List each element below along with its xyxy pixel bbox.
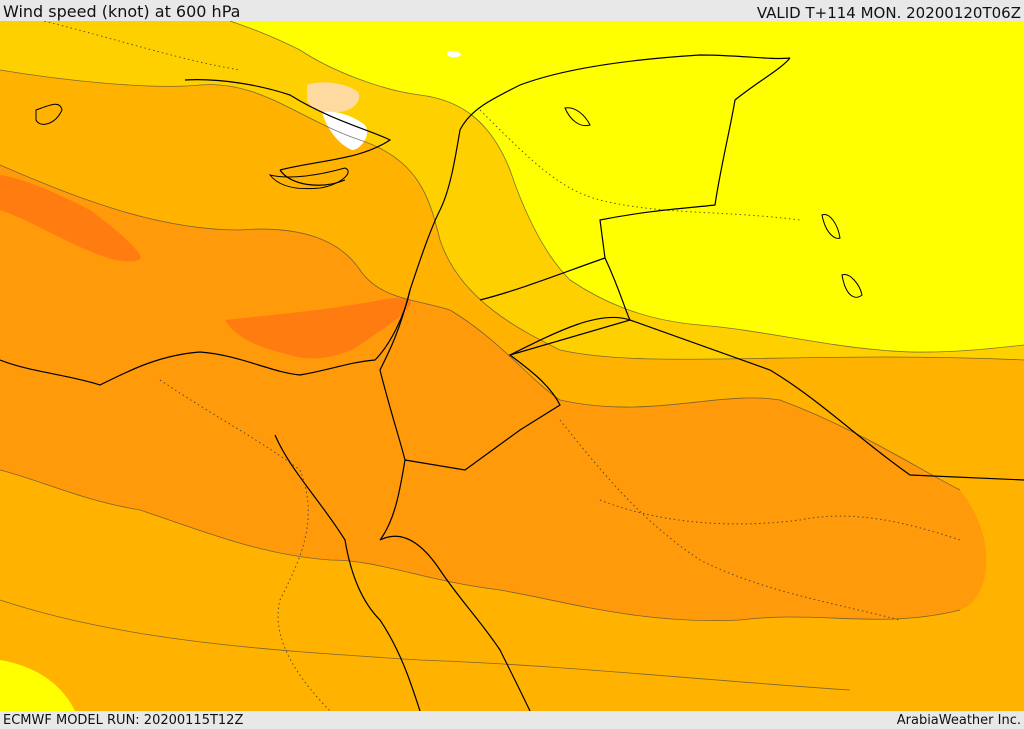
- spot-light: [307, 82, 360, 113]
- spot-white-2: [447, 51, 461, 58]
- header-bar: [0, 0, 1024, 21]
- valid-time: VALID T+114 MON. 20200120T06Z: [756, 4, 1021, 22]
- coastlines: [0, 54, 1024, 711]
- map-title: Wind speed (knot) at 600 hPa: [3, 2, 241, 21]
- footer-bar: [0, 711, 1024, 729]
- band-calm: [230, 21, 1024, 353]
- model-run: ECMWF MODEL RUN: 20200115T12Z: [3, 713, 244, 728]
- credit-label: ArabiaWeather Inc.: [896, 713, 1021, 728]
- dotted-borders: [41, 21, 961, 711]
- band-core: [0, 175, 141, 262]
- band-inner: [0, 165, 987, 621]
- band-calm-sw: [0, 660, 75, 711]
- band-core-2: [225, 297, 411, 359]
- spot-white: [322, 111, 368, 150]
- contour-lines: [0, 21, 1024, 691]
- wind-speed-map: [0, 21, 1024, 711]
- islands: [35, 103, 863, 298]
